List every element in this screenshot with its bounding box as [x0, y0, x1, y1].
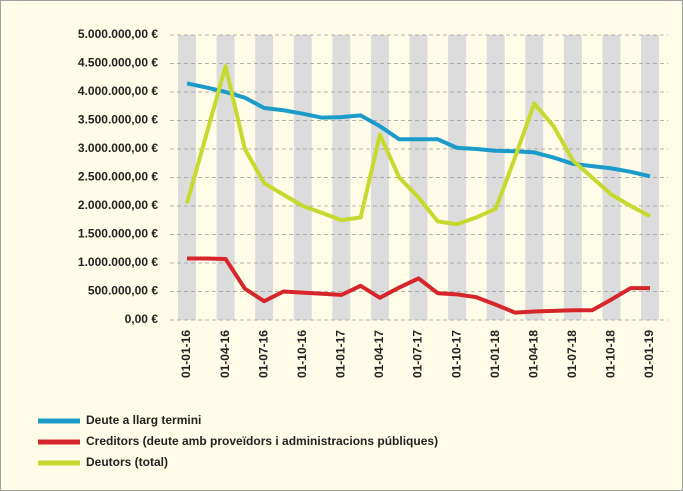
x-tick-label: 01-07-18	[565, 330, 579, 378]
legend-label: Deutors (total)	[86, 455, 168, 469]
y-tick-label: 1.000.000,00 €	[78, 255, 158, 269]
y-tick-label: 4.500.000,00 €	[78, 56, 158, 70]
y-tick-label: 0,00 €	[125, 312, 159, 326]
y-tick-label: 3.000.000,00 €	[78, 141, 158, 155]
y-tick-label: 2.000.000,00 €	[78, 198, 158, 212]
x-tick-label: 01-01-19	[642, 330, 656, 378]
x-tick-label: 01-04-17	[372, 330, 386, 378]
x-tick-label: 01-04-18	[526, 330, 540, 378]
y-tick-label: 3.500.000,00 €	[78, 113, 158, 127]
y-tick-label: 500.000,00 €	[88, 284, 158, 298]
x-tick-label: 01-10-17	[449, 330, 463, 378]
x-tick-label: 01-01-16	[179, 330, 193, 378]
x-tick-label: 01-01-18	[488, 330, 502, 378]
y-tick-label: 2.500.000,00 €	[78, 170, 158, 184]
y-tick-label: 4.000.000,00 €	[78, 84, 158, 98]
series-line	[186, 81, 651, 179]
x-tick-label: 01-10-16	[295, 330, 309, 378]
x-tick-label: 01-04-16	[218, 330, 232, 378]
y-tick-label: 1.500.000,00 €	[78, 227, 158, 241]
series-line	[185, 64, 651, 227]
legend-label: Creditors (deute amb proveïdors i admini…	[86, 434, 438, 448]
x-tick-label: 01-07-17	[411, 330, 425, 378]
stripe	[216, 35, 235, 320]
series-line	[187, 256, 650, 315]
x-tick-label: 01-01-17	[334, 330, 348, 378]
y-tick-label: 5.000.000,00 €	[78, 27, 158, 41]
x-tick-label: 01-07-16	[256, 330, 270, 378]
x-tick-label: 01-10-18	[604, 330, 618, 378]
legend-label: Deute a llarg termini	[86, 413, 201, 427]
stripe	[293, 35, 312, 320]
stripe	[370, 35, 389, 320]
